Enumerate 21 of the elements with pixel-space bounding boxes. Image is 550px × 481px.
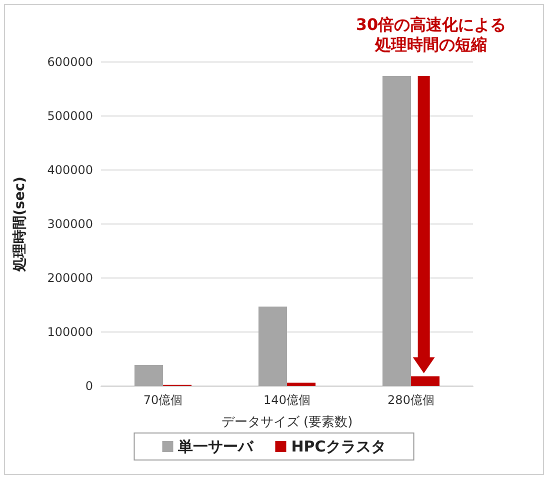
y-tick-label: 600000: [47, 55, 93, 69]
y-tick-label: 300000: [47, 217, 93, 231]
legend-label: HPCクラスタ: [291, 438, 386, 456]
y-tick-label: 500000: [47, 109, 93, 123]
bar: [382, 76, 411, 386]
text: 30倍の高速化による: [354, 15, 508, 35]
text: 処理時間の短縮: [374, 35, 488, 55]
bar: [134, 364, 163, 386]
bar: [258, 306, 287, 386]
x-tick-label: 280億個: [388, 393, 434, 407]
bar: [287, 382, 316, 386]
y-axis-title: 処理時間(sec): [12, 176, 28, 272]
legend-label: 単一サーバ: [177, 438, 254, 456]
y-tick-label: 0: [85, 379, 93, 393]
y-tick-label: 400000: [47, 163, 93, 177]
x-tick-label: 70億個: [143, 393, 183, 407]
bar: [411, 376, 440, 386]
x-axis-title: データサイズ (要素数): [221, 415, 353, 430]
y-tick-label: 100000: [47, 325, 93, 339]
y-tick-label: 200000: [47, 271, 93, 285]
x-tick-label: 140億個: [264, 393, 310, 407]
